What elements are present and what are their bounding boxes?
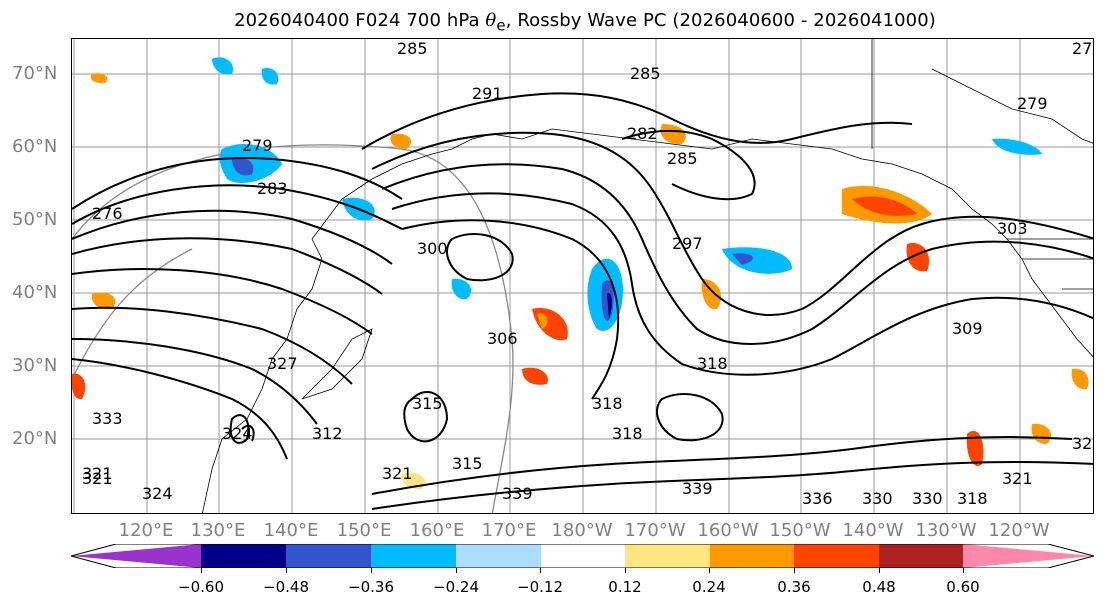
contour-label: 318	[612, 424, 643, 443]
lon-label-140w: 140°W	[842, 520, 904, 541]
lat-label-30n: 30°N	[12, 355, 58, 376]
contour-label: 273	[1072, 39, 1094, 58]
colorbar-tick-mark	[879, 568, 880, 573]
colorbar-segment	[879, 544, 963, 568]
lon-label-150e: 150°E	[336, 520, 392, 541]
lat-label-60n: 60°N	[12, 136, 58, 157]
contour-label: 279	[1017, 94, 1048, 113]
colorbar-segment	[794, 544, 879, 568]
contour-label: 330	[912, 489, 943, 508]
colorbar-tick-label: −0.36	[348, 578, 394, 596]
contour-label: 327	[1072, 434, 1094, 453]
lat-label-50n: 50°N	[12, 209, 58, 230]
contour-label: 279	[242, 136, 273, 155]
contour-label: 297	[672, 234, 703, 253]
theta-e-contours	[72, 92, 1093, 510]
graticule	[72, 39, 1093, 513]
contour-label: 321	[1002, 469, 1033, 488]
contour-label: 324	[222, 424, 253, 443]
lon-label-130e: 130°E	[190, 520, 246, 541]
colorbar-tick-mark	[201, 568, 202, 573]
contour-label: 318	[697, 354, 728, 373]
colorbar-tick-label: 0.48	[862, 578, 896, 596]
lon-label-120e: 120°E	[118, 520, 174, 541]
colorbar	[69, 543, 1096, 569]
colorbar-tick-mark	[456, 568, 457, 573]
contour-label: 321	[382, 464, 413, 483]
contour-label: 276	[92, 204, 123, 223]
map-canvas: 285 285 291 282 285 279 279 283 276 300 …	[72, 39, 1094, 513]
colorbar-segment	[541, 544, 625, 568]
contour-label: 285	[630, 64, 661, 83]
contour-label: 306	[487, 329, 518, 348]
colorbar-segments	[71, 544, 1094, 568]
colorbar-segment	[625, 544, 710, 568]
contour-label: 285	[667, 149, 698, 168]
coastlines	[202, 39, 1093, 513]
contour-label: 285	[397, 39, 428, 58]
contour-label: 315	[452, 454, 483, 473]
colorbar-tick-label: −0.48	[263, 578, 309, 596]
lon-label-140e: 140°E	[263, 520, 319, 541]
contour-label: 291	[472, 84, 503, 103]
contour-label: 321	[82, 464, 113, 483]
lon-label-160w: 160°W	[697, 520, 759, 541]
colorbar-tick-mark	[286, 568, 287, 573]
map-panel: 285 285 291 282 285 279 279 283 276 300 …	[71, 38, 1094, 514]
contour-label: 330	[862, 489, 893, 508]
contour-label: 283	[257, 179, 288, 198]
colorbar-segment	[371, 544, 456, 568]
colorbar-segment	[201, 544, 286, 568]
lat-label-20n: 20°N	[12, 428, 58, 449]
contour-label: 318	[592, 394, 623, 413]
colorbar-tick-label: 0.24	[692, 578, 726, 596]
colorbar-tick-label: −0.24	[433, 578, 479, 596]
contour-label: 318	[957, 489, 988, 508]
contour-label: 315	[412, 394, 443, 413]
lon-label-180w: 180°W	[551, 520, 613, 541]
colorbar-segment	[710, 544, 794, 568]
colorbar-tick-label: −0.60	[178, 578, 224, 596]
lon-label-130w: 130°W	[915, 520, 977, 541]
colorbar-tick-label: −0.12	[517, 578, 563, 596]
contour-label: 327	[267, 354, 298, 373]
colorbar-segment	[71, 544, 201, 568]
contour-label: 309	[952, 319, 983, 338]
colorbar-tick-mark	[540, 568, 541, 573]
contour-label: 339	[682, 479, 713, 498]
colorbar-segment	[286, 544, 371, 568]
colorbar-segment	[456, 544, 541, 568]
lat-label-40n: 40°N	[12, 282, 58, 303]
contour-label: 324	[142, 484, 173, 503]
colorbar-svg	[69, 543, 1096, 569]
lat-label-70n: 70°N	[12, 63, 58, 84]
colorbar-tick-mark	[625, 568, 626, 573]
colorbar-tick-mark	[794, 568, 795, 573]
contour-label: 282	[627, 124, 658, 143]
contour-label: 312	[312, 424, 343, 443]
contour-label: 303	[997, 219, 1028, 238]
colorbar-tick-mark	[709, 568, 710, 573]
lon-label-120w: 120°W	[988, 520, 1050, 541]
anomaly-shading	[72, 57, 1089, 490]
contour-label: 300	[417, 239, 448, 258]
contour-label: 339	[502, 484, 533, 503]
contour-label: 333	[92, 409, 123, 428]
colorbar-tick-mark	[963, 568, 964, 573]
colorbar-tick-label: 0.12	[608, 578, 642, 596]
colorbar-tick-mark	[371, 568, 372, 573]
lon-label-170w: 170°W	[624, 520, 686, 541]
map-title: 2026040400 F024 700 hPa θe, Rossby Wave …	[234, 10, 936, 35]
contour-label: 321	[82, 469, 113, 488]
lon-label-150w: 150°W	[769, 520, 831, 541]
lon-label-170e: 170°E	[481, 520, 537, 541]
colorbar-segment	[963, 544, 1094, 568]
lon-label-160e: 160°E	[409, 520, 465, 541]
colorbar-tick-label: 0.60	[946, 578, 980, 596]
contour-label: 336	[802, 489, 833, 508]
contour-labels: 285 285 291 282 285 279 279 283 276 300 …	[82, 39, 1094, 508]
colorbar-tick-label: 0.36	[777, 578, 811, 596]
